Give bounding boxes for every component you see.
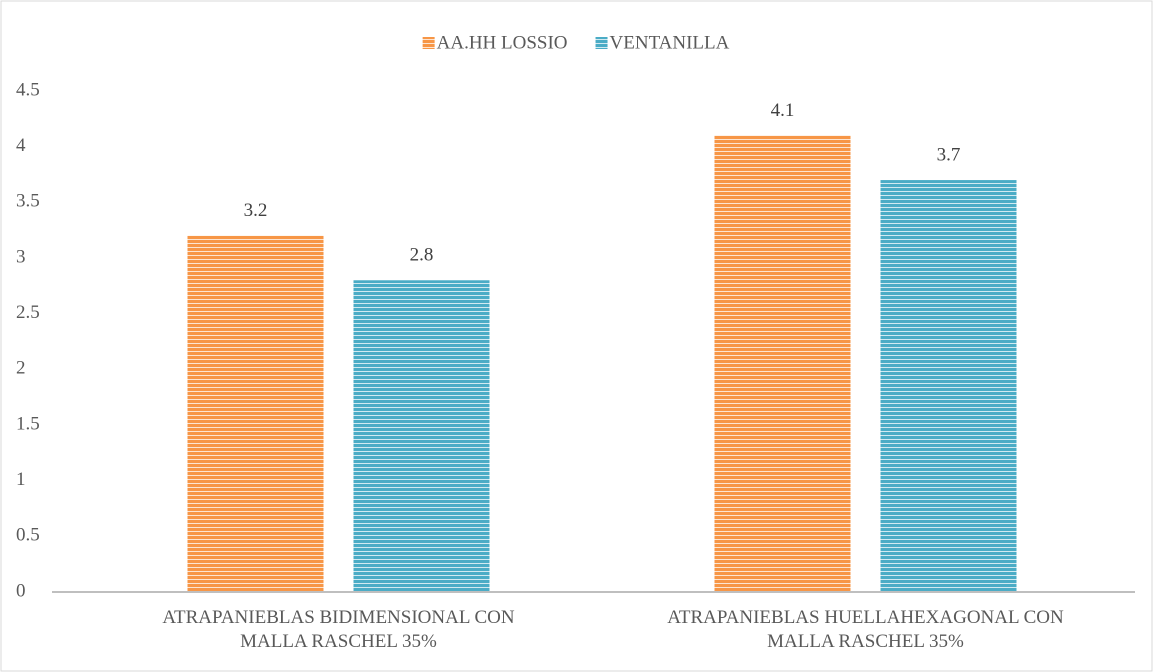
legend: AA.HH LOSSIO VENTANILLA: [422, 32, 730, 53]
data-label: 3.2: [244, 200, 268, 221]
legend-swatch: [422, 37, 435, 49]
y-tick-label: 4: [16, 135, 26, 156]
y-tick-label: 1.5: [16, 413, 40, 434]
x-tick-label: ATRAPANIEBLAS HUELLAHEXAGONAL CON MALLA …: [667, 607, 1064, 652]
y-tick-label: 2.5: [16, 302, 40, 323]
bar: [187, 235, 324, 592]
legend-label: VENTANILLA: [610, 32, 730, 53]
y-tick-label: 3.5: [16, 191, 40, 212]
data-label: 4.1: [771, 100, 795, 121]
data-label: 3.7: [937, 144, 961, 165]
bar: [714, 135, 851, 593]
y-tick-label: 4.5: [16, 79, 40, 100]
data-label: 2.8: [410, 245, 434, 266]
y-tick-label: 0.5: [16, 525, 40, 546]
y-tick-label: 0: [16, 580, 26, 601]
bar: [353, 280, 490, 592]
bar: [880, 180, 1017, 593]
legend-label: AA.HH LOSSIO: [437, 32, 568, 53]
y-tick-label: 3: [16, 246, 26, 267]
y-tick-label: 2: [16, 358, 26, 379]
x-tick-label: ATRAPANIEBLAS BIDIMENSIONAL CON MALLA RA…: [162, 607, 515, 652]
legend-swatch: [595, 37, 608, 49]
y-tick-label: 1: [16, 469, 26, 490]
